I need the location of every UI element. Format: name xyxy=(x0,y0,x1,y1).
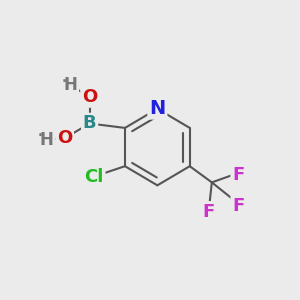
Text: B: B xyxy=(83,115,97,133)
Text: O: O xyxy=(57,129,72,147)
Text: ·: · xyxy=(37,127,44,146)
Text: ·: · xyxy=(61,72,68,92)
Text: H: H xyxy=(64,76,77,94)
Text: H: H xyxy=(39,131,53,149)
Text: F: F xyxy=(232,197,244,215)
Text: Cl: Cl xyxy=(84,167,104,185)
Text: N: N xyxy=(149,99,166,118)
Text: F: F xyxy=(232,166,244,184)
Text: O: O xyxy=(82,88,97,106)
Text: F: F xyxy=(203,203,215,221)
